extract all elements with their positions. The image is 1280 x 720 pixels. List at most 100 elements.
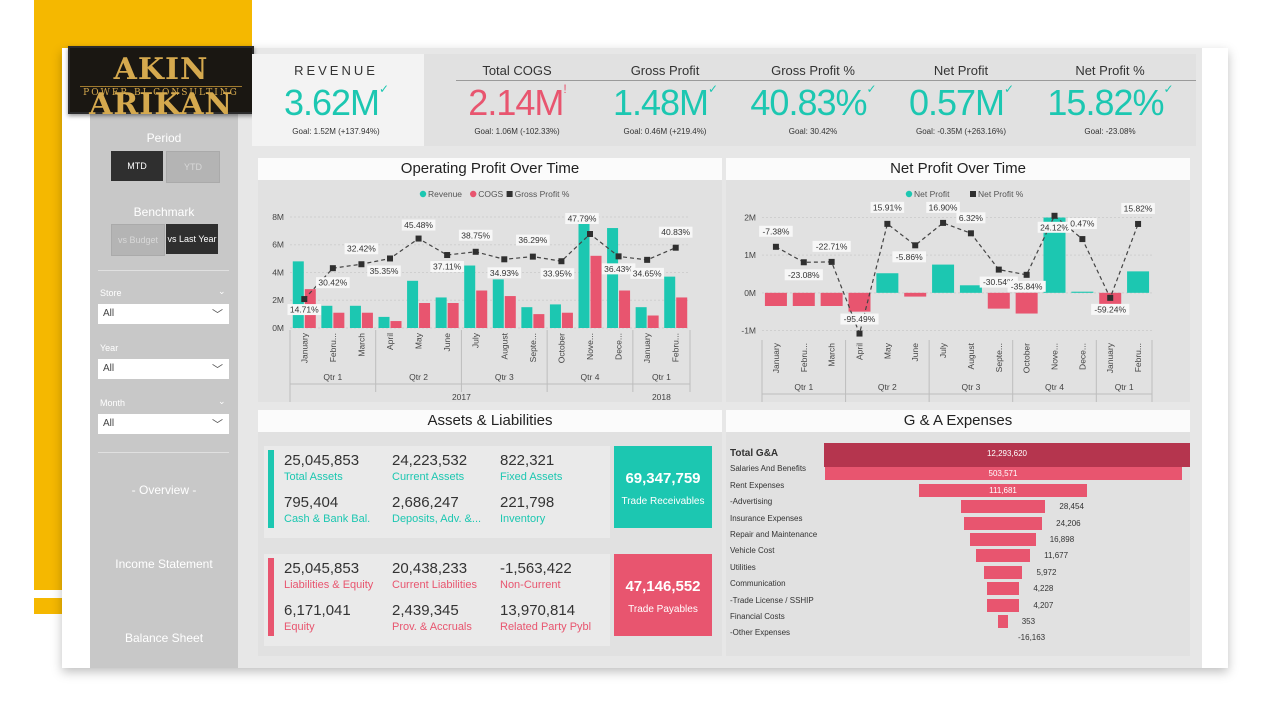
period-ytd-button[interactable]: YTD	[166, 151, 220, 183]
bar-cogs[interactable]	[333, 312, 345, 328]
ga-bar[interactable]	[998, 615, 1008, 628]
line-point[interactable]	[1023, 271, 1030, 278]
month-collapse-icon[interactable]: ⌄	[218, 396, 226, 406]
line-point[interactable]	[912, 242, 919, 249]
bar-revenue[interactable]	[435, 297, 447, 328]
bar-net-profit[interactable]	[1127, 271, 1150, 293]
bar-net-profit[interactable]	[876, 273, 899, 293]
ga-bar[interactable]	[975, 549, 1031, 563]
vs-budget-button[interactable]: vs Budget	[111, 224, 165, 256]
bar-cogs[interactable]	[619, 290, 631, 328]
ga-bar[interactable]	[960, 500, 1046, 514]
bar-cogs[interactable]	[361, 312, 373, 328]
bar-net-profit[interactable]	[1043, 217, 1066, 293]
bar-revenue[interactable]	[521, 307, 533, 328]
line-point[interactable]	[444, 252, 451, 259]
line-point[interactable]	[615, 253, 622, 260]
month-dropdown[interactable]: All ﹀	[98, 414, 229, 434]
bar-cogs[interactable]	[561, 312, 573, 328]
line-point[interactable]	[828, 258, 835, 265]
line-point[interactable]	[1135, 220, 1142, 227]
line-point[interactable]	[884, 220, 891, 227]
store-collapse-icon[interactable]: ⌄	[218, 286, 226, 296]
ga-bar[interactable]	[986, 582, 1020, 596]
vs-last-year-button[interactable]: vs Last Year	[166, 224, 218, 254]
bar-net-profit[interactable]	[764, 292, 787, 306]
line-point[interactable]	[644, 256, 651, 263]
bar-revenue[interactable]	[407, 280, 419, 328]
bar-net-profit[interactable]	[987, 292, 1010, 309]
bar-net-profit[interactable]	[848, 292, 871, 312]
bar-revenue[interactable]	[321, 305, 333, 328]
bar-cogs[interactable]	[390, 321, 402, 328]
bar-revenue[interactable]	[635, 307, 647, 328]
kpi-card: Total COGS 2.14M! Goal: 1.06M (-102.33%)	[432, 54, 602, 146]
line-point[interactable]	[329, 265, 336, 272]
bar-net-profit[interactable]	[820, 292, 843, 306]
bar-cogs[interactable]	[676, 297, 688, 328]
nav-overview[interactable]: - Overview -	[131, 483, 197, 497]
line-point[interactable]	[672, 244, 679, 251]
net-profit-chart[interactable]: Net Profit Net Profit % -1M 0M 1M 2M -7.38% -23…	[726, 180, 1190, 402]
chart-legend[interactable]: Net Profit Net Profit %	[905, 189, 1024, 199]
bar-revenue[interactable]	[607, 228, 619, 328]
bar-net-profit[interactable]	[1015, 292, 1038, 314]
bar-revenue[interactable]	[492, 279, 504, 328]
line-point[interactable]	[587, 231, 593, 238]
bar-cogs[interactable]	[533, 314, 545, 328]
bar-cogs[interactable]	[419, 303, 431, 328]
trade-receivables-tile[interactable]: 69,347,759 Trade Receivables	[614, 446, 712, 528]
line-point[interactable]	[387, 255, 393, 262]
ga-bar[interactable]: 111,681	[918, 483, 1088, 497]
bar-revenue[interactable]	[549, 304, 561, 328]
bar-revenue[interactable]	[292, 261, 304, 328]
bar-cogs[interactable]	[647, 315, 659, 328]
line-point[interactable]	[1107, 294, 1114, 301]
line-point[interactable]	[967, 230, 974, 237]
bar-net-profit[interactable]	[1071, 291, 1094, 293]
ga-bar[interactable]	[963, 516, 1043, 530]
bar-revenue[interactable]	[464, 265, 476, 328]
ga-bar[interactable]: 503,571	[824, 467, 1182, 481]
line-point[interactable]	[558, 258, 565, 265]
line-point[interactable]	[472, 248, 479, 255]
trade-payables-tile[interactable]: 47,146,552 Trade Payables	[614, 554, 712, 636]
line-point[interactable]	[358, 261, 365, 268]
ga-bar[interactable]	[986, 598, 1020, 612]
period-mtd-button[interactable]: MTD	[111, 151, 163, 181]
bar-net-profit[interactable]	[959, 285, 982, 293]
line-point[interactable]	[800, 259, 807, 266]
bar-cogs[interactable]	[447, 303, 459, 328]
bar-cogs[interactable]	[504, 296, 516, 328]
line-point[interactable]	[772, 243, 779, 250]
line-point[interactable]	[1051, 212, 1058, 219]
ga-bar[interactable]	[970, 533, 1036, 546]
line-point[interactable]	[995, 266, 1002, 273]
line-point[interactable]	[1079, 236, 1086, 243]
bar-revenue[interactable]	[664, 276, 676, 328]
bar-net-profit[interactable]	[792, 292, 815, 306]
line-point[interactable]	[529, 253, 536, 260]
nav-balance-sheet[interactable]: Balance Sheet	[124, 631, 204, 645]
line-point[interactable]	[301, 296, 308, 303]
line-point[interactable]	[415, 235, 422, 242]
bar-cogs[interactable]	[476, 290, 488, 328]
operating-profit-chart[interactable]: Revenue COGS Gross Profit % 0M 2M 4M 6M 8M 14.71…	[258, 180, 722, 402]
bar-net-profit[interactable]	[904, 292, 927, 297]
line-point[interactable]	[856, 330, 863, 337]
kpi-goal: Goal: 30.42%	[788, 127, 838, 136]
bar-revenue[interactable]	[578, 214, 590, 328]
bar-revenue[interactable]	[349, 305, 361, 328]
year-dropdown[interactable]: All ﹀	[98, 359, 229, 379]
line-point[interactable]	[940, 219, 947, 226]
bar-revenue[interactable]	[378, 316, 390, 328]
ga-bar-total[interactable]: 12,293,620	[824, 443, 1190, 467]
chart-legend[interactable]: Revenue COGS Gross Profit %	[419, 189, 570, 199]
nav-income-statement[interactable]: Income Statement	[115, 557, 213, 571]
ga-bar[interactable]	[983, 565, 1023, 579]
bar-cogs[interactable]	[590, 255, 602, 328]
line-point[interactable]	[501, 256, 508, 263]
store-dropdown[interactable]: All ﹀	[98, 304, 229, 324]
bar-net-profit[interactable]	[932, 264, 955, 293]
kpi-card: Gross Profit 1.48M✓ Goal: 0.46M (+219.4%)	[580, 54, 750, 146]
